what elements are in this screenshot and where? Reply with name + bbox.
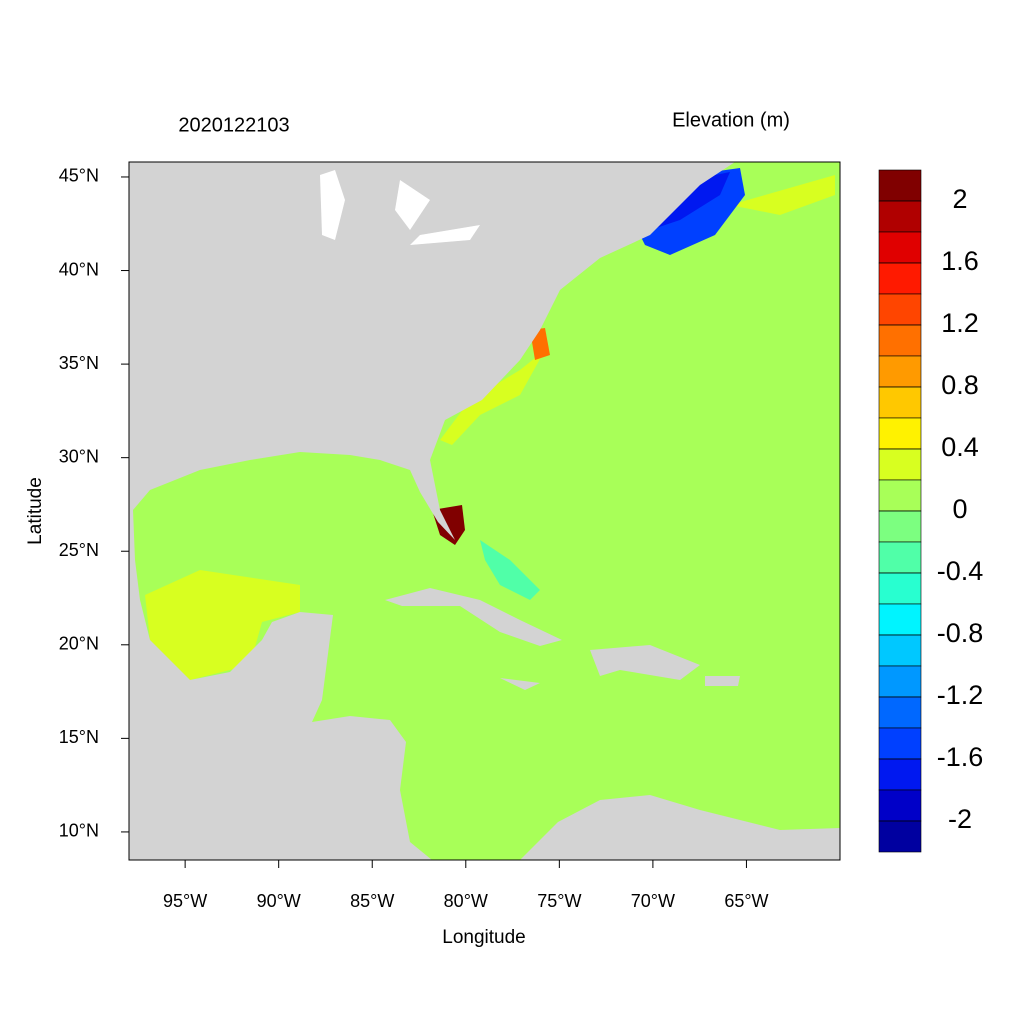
y-tick-label: 10°N bbox=[59, 821, 99, 841]
x-tick-label: 75°W bbox=[537, 891, 581, 911]
colorbar-tick-label: 1.2 bbox=[941, 308, 979, 338]
y-axis-label: Latitude bbox=[25, 477, 46, 545]
y-tick-label: 40°N bbox=[59, 259, 99, 279]
colorbar-bin bbox=[878, 262, 922, 295]
colorbar-tick-label: 0.4 bbox=[941, 432, 979, 462]
y-tick-label: 15°N bbox=[59, 727, 99, 747]
colorbar-tick-label: 0 bbox=[952, 494, 967, 524]
bahamas-low bbox=[480, 540, 540, 600]
x-tick-label: 70°W bbox=[631, 891, 675, 911]
map-area bbox=[128, 161, 841, 861]
x-tick-label: 65°W bbox=[724, 891, 768, 911]
colorbar-bin bbox=[878, 665, 922, 698]
colorbar-bin bbox=[878, 758, 922, 791]
cuba bbox=[385, 588, 562, 646]
colorbar-bin bbox=[878, 386, 922, 419]
colorbar-bin bbox=[878, 634, 922, 667]
colorbar-bin bbox=[878, 603, 922, 636]
puerto-rico bbox=[705, 676, 740, 686]
colorbar-bin bbox=[878, 169, 922, 202]
x-tick-label: 90°W bbox=[257, 891, 301, 911]
land bbox=[129, 162, 735, 860]
y-tick-label: 45°N bbox=[59, 166, 99, 186]
colorbar-tick-label: -1.6 bbox=[937, 742, 984, 772]
colorbar-tick-label: -2 bbox=[948, 804, 972, 834]
y-tick-label: 35°N bbox=[59, 353, 99, 373]
colorbar-bin bbox=[878, 293, 922, 326]
gulf-high-patch bbox=[145, 570, 300, 680]
colorbar-tick-label: -0.4 bbox=[937, 556, 984, 586]
great-lakes bbox=[320, 170, 480, 245]
x-tick-label: 85°W bbox=[350, 891, 394, 911]
colorbar-title: Elevation (m) bbox=[672, 109, 790, 131]
colorbar-bin bbox=[878, 200, 922, 233]
colorbar-tick-label: 0.8 bbox=[941, 370, 979, 400]
south-america bbox=[520, 795, 840, 860]
colorbar-bin bbox=[878, 355, 922, 388]
colorbar-bin bbox=[878, 572, 922, 605]
colorbar-tick-label: 1.6 bbox=[941, 246, 979, 276]
jamaica bbox=[500, 678, 540, 690]
y-tick-label: 30°N bbox=[59, 446, 99, 466]
colorbar-tick-label: -0.8 bbox=[937, 618, 984, 648]
hispaniola bbox=[590, 645, 700, 680]
colorbar-bin bbox=[878, 510, 922, 543]
colorbar-tick-label: -1.2 bbox=[937, 680, 984, 710]
coastal-high-band bbox=[440, 175, 835, 445]
map-date: 2020122103 bbox=[178, 114, 289, 136]
x-tick-label: 95°W bbox=[163, 891, 207, 911]
map-frame bbox=[128, 161, 841, 861]
colorbar-bin bbox=[878, 820, 922, 853]
colorbar-bin bbox=[878, 417, 922, 450]
colorbar-bin bbox=[878, 324, 922, 357]
colorbar-bin bbox=[878, 789, 922, 822]
colorbar-bin bbox=[878, 727, 922, 760]
colorbar-bin bbox=[878, 231, 922, 264]
colorbar-bin bbox=[878, 479, 922, 512]
y-tick-label: 25°N bbox=[59, 540, 99, 560]
colorbar-tick-label: 2 bbox=[952, 184, 967, 214]
colorbar-bin bbox=[878, 541, 922, 574]
x-tick-label: 80°W bbox=[444, 891, 488, 911]
x-axis-label: Longitude bbox=[442, 927, 525, 948]
colorbar-bin bbox=[878, 448, 922, 481]
y-tick-label: 20°N bbox=[59, 634, 99, 654]
colorbar-bin bbox=[878, 696, 922, 729]
